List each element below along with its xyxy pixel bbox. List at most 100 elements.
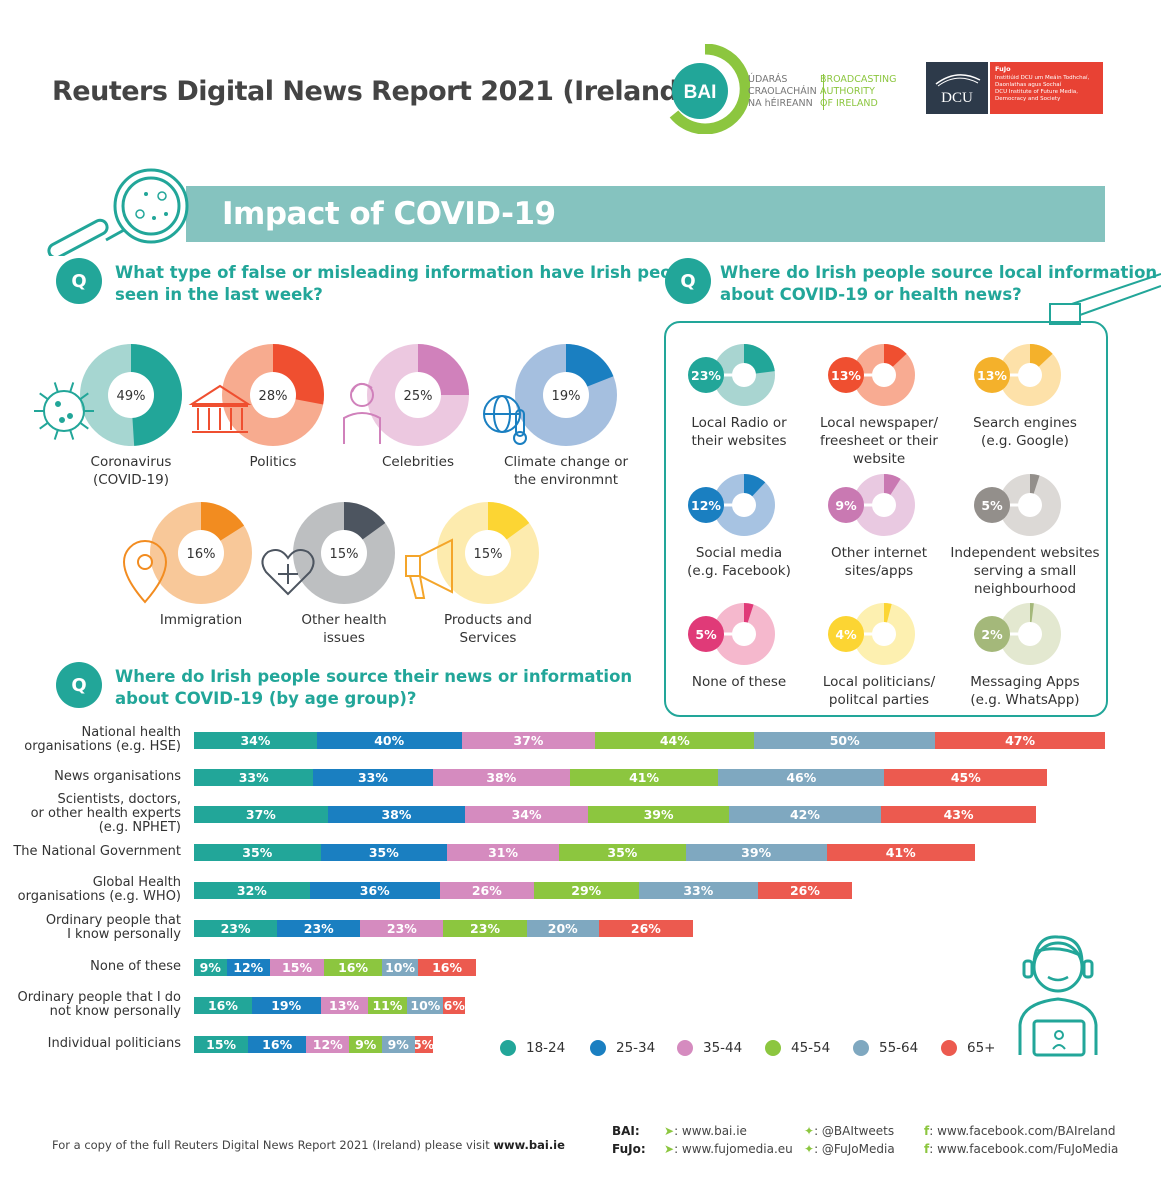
bar-segment-25-34: 12% (226, 959, 270, 976)
percent-bubble (688, 487, 724, 523)
donut-percent-label: 28% (259, 389, 288, 404)
social-org-label: BAI: (612, 1124, 640, 1138)
twitter-link[interactable]: ✦: @BAItweets (804, 1124, 895, 1138)
bar-segment-65+: 26% (757, 882, 852, 899)
donut-category-label: Other health issues (301, 612, 387, 646)
local-donut-messaging-apps-e-g-whatsapp: 2% (974, 603, 1061, 665)
legend-item-18-24: 18-24 (500, 1038, 590, 1058)
bar-row-label: News organisations (54, 769, 181, 784)
bar-segment-45-54: 41% (569, 769, 719, 786)
bai-english-name: BROADCASTING AUTHORITY OF IRELAND (820, 74, 897, 109)
bar-segment-18-24: 23% (194, 920, 278, 937)
bar-segment-55-64: 33% (638, 882, 758, 899)
donut-hole (321, 530, 367, 576)
government-building-icon (188, 384, 252, 433)
donut-politics: 28% (222, 344, 324, 446)
misinformation-donut-svg: 49% 28% 25% 19% 16% 15% 15% (34, 344, 617, 604)
page-title: Reuters Digital News Report 2021 (Irelan… (52, 76, 691, 107)
percent-bubble (974, 357, 1010, 393)
local-source-label: None of these (691, 674, 787, 690)
virus-icon (34, 382, 94, 440)
percent-bubble-label: 5% (695, 627, 717, 642)
legend-label: 18-24 (526, 1040, 566, 1056)
website-link[interactable]: ➤: www.bai.ie (664, 1124, 747, 1138)
legend-swatch (765, 1040, 781, 1056)
bar-segment-18-24: 35% (194, 844, 321, 861)
legend-swatch (941, 1040, 957, 1056)
bar-segment-45-54: 39% (588, 806, 730, 823)
misinformation-donut-chart: 49% 28% 25% 19% 16% 15% 15% Coronavirus (COVID-… (0, 0, 650, 660)
q2-question: Where do Irish people source local infor… (720, 263, 1158, 304)
bar-segment-45-54: 11% (367, 997, 408, 1014)
cursor-icon: ➤ (664, 1124, 675, 1138)
q2-badge: Q (665, 258, 711, 304)
bar-segment-25-34: 16% (248, 1036, 307, 1053)
legend-swatch (500, 1040, 516, 1056)
local-sources-donut-chart: 23% 13% 13% 12% 9% 5% 5% 4% 2% Local Radio or the… (664, 321, 1108, 717)
donut-celebrities: 25% (367, 344, 469, 446)
bar-segment-45-54: 16% (324, 959, 382, 976)
bar-segment-35-44: 37% (461, 732, 596, 749)
person-icon (343, 382, 381, 444)
donut-category-label: Immigration (159, 612, 243, 628)
facebook-link[interactable]: f: www.facebook.com/FuJoMedia (924, 1142, 1119, 1156)
donut-percent-label: 16% (187, 547, 216, 562)
bar-segment-25-34: 38% (327, 806, 466, 823)
dcu-logo-block: DCU (926, 62, 988, 114)
percent-bubble-label: 13% (977, 368, 1007, 383)
bai-ring-icon: BAI (669, 44, 750, 134)
q1-badge: Q (56, 258, 102, 304)
donut-products-and-services: 15% (437, 502, 539, 604)
globe-thermometer-icon (483, 395, 527, 445)
donut-other-health-issues: 15% (293, 502, 395, 604)
percent-bubble (828, 616, 864, 652)
bai-logo[interactable]: BAI ÚDARÁS CRAOLACHÁIN NA hÉIREANN BROAD… (660, 44, 900, 134)
facebook-icon: f (924, 1124, 930, 1138)
bar-segment-45-54: 35% (559, 844, 686, 861)
bar-segment-55-64: 10% (381, 959, 419, 976)
bar-segment-55-64: 42% (729, 806, 881, 823)
magnifier-handle-icon (1049, 273, 1161, 325)
bar-segment-55-64: 39% (685, 844, 827, 861)
dcu-fujo-logo[interactable]: DCU FuJo Institiúid DCU um Meáin Todhcha… (926, 62, 1103, 114)
donut-percent-label: 15% (330, 547, 359, 562)
bar-segment-18-24: 33% (194, 769, 314, 786)
fujo-logo-block: FuJo Institiúid DCU um Meáin Todhchaí, D… (990, 62, 1103, 114)
bar-segment-18-24: 37% (194, 806, 328, 823)
bar-segment-55-64: 50% (754, 732, 936, 749)
percent-bubble-label: 9% (835, 498, 857, 513)
local-source-label: Messaging Apps (e.g. WhatsApp) (970, 674, 1080, 708)
bar-segment-55-64: 20% (526, 920, 599, 937)
bar-row-label: The National Government (13, 844, 181, 859)
svg-text:BAI: BAI (684, 82, 717, 103)
bar-row-label: Ordinary people that I know personally (45, 913, 181, 942)
bar-segment-45-54: 29% (533, 882, 639, 899)
donut-category-label: Politics (249, 454, 297, 470)
bar-segment-65+: 5% (414, 1036, 433, 1053)
bar-segment-25-34: 35% (320, 844, 448, 861)
local-sources-panel (664, 321, 1108, 717)
local-donut-local-newspaper-freesheet-or-their-website: 13% (828, 344, 915, 406)
website-link[interactable]: ➤: www.fujomedia.eu (664, 1142, 793, 1156)
legend-item-45-54: 45-54 (765, 1038, 853, 1058)
bar-row-label: Scientists, doctors, or other health expe… (30, 792, 181, 835)
local-donut-search-engines-e-g-google: 13% (974, 344, 1061, 406)
local-donut-other-internet-sites-apps: 9% (828, 474, 915, 536)
bar-segment-25-34: 33% (313, 769, 433, 786)
age-group-stacked-bar-chart: National health organisations (e.g. HSE) 3… (0, 720, 1161, 1065)
donut-immigration: 16% (150, 502, 252, 604)
donut-percent-label: 15% (474, 547, 503, 562)
percent-bubble (688, 357, 724, 393)
local-sources-donut-svg: 23% 13% 13% 12% 9% 5% 5% 4% 2% (688, 344, 1061, 665)
local-source-label: Independent websites serving a small neigh… (950, 545, 1100, 597)
legend-item-55-64: 55-64 (853, 1038, 941, 1058)
bar-segment-65+: 47% (935, 732, 1105, 749)
cursor-icon: ➤ (664, 1142, 675, 1156)
bar-segment-65+: 16% (418, 959, 476, 976)
social-org-label: FuJo: (612, 1142, 646, 1156)
twitter-link[interactable]: ✦: @FuJoMedia (804, 1142, 895, 1156)
footer-link[interactable]: www.bai.ie (493, 1138, 565, 1152)
facebook-link[interactable]: f: www.facebook.com/BAIreland (924, 1124, 1116, 1138)
percent-bubble (688, 616, 724, 652)
legend-label: 45-54 (791, 1040, 831, 1056)
